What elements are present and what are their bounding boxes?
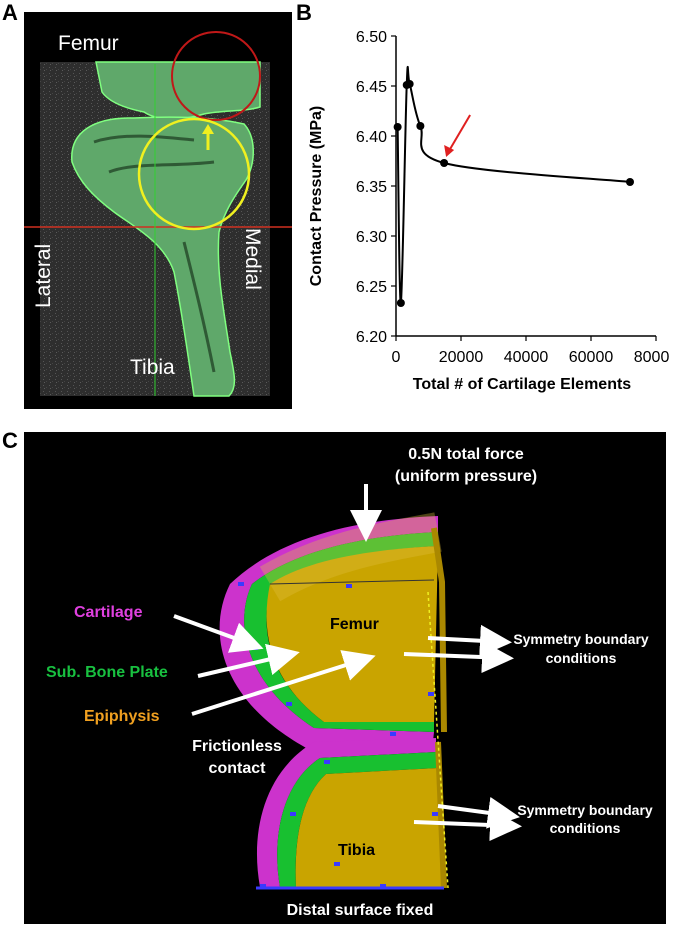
y-axis-label: Contact Pressure (MPa) — [308, 106, 325, 287]
symmetry-1-line1: Symmetry boundary — [513, 631, 649, 647]
data-point — [626, 178, 634, 186]
panel-c-fe-model: 0.5N total force (uniform pressure) Cart… — [24, 432, 666, 924]
ct-scan-drawing — [24, 31, 292, 397]
y-tick-label: 6.20 — [356, 329, 387, 346]
data-point — [416, 122, 425, 130]
y-tick-label: 6.25 — [356, 279, 387, 296]
symmetry-2-line1: Symmetry boundary — [517, 802, 653, 818]
tibia-epiphysis — [295, 768, 442, 887]
data-point — [440, 159, 449, 167]
panel-a-ct-image: Femur Tibia Lateral Medial — [24, 12, 292, 409]
y-tick-label: 6.40 — [356, 129, 387, 146]
chart-axes — [395, 36, 656, 337]
femur-label: Femur — [58, 32, 119, 55]
force-label-line2: (uniform pressure) — [394, 468, 538, 485]
y-tick-label: 6.45 — [356, 79, 387, 96]
x-tick-label: 60000 — [569, 349, 614, 366]
y-tick-label: 6.35 — [356, 179, 387, 196]
chart-ticks: 6.20 6.25 6.30 6.35 6.40 6.45 6.50 0 20000 40000 6… — [356, 29, 670, 366]
chart-series — [393, 66, 634, 307]
panel-label-c: C — [2, 428, 18, 453]
panel-label-a: A — [2, 0, 18, 25]
data-point — [396, 299, 405, 307]
panel-label-b: B — [296, 0, 312, 25]
frictionless-line2: contact — [208, 760, 266, 777]
annotation-arrow-shaft — [449, 114, 471, 150]
panel-b-chart: 6.20 6.25 6.30 6.35 6.40 6.45 6.50 0 20000 40000 6… — [308, 29, 670, 393]
tibia-cartilage-layer — [256, 738, 436, 887]
fe-model-drawing — [173, 484, 522, 890]
series-line — [396, 66, 631, 305]
symmetry-1-line2: conditions — [545, 650, 617, 666]
femur-model-label: Femur — [330, 616, 379, 633]
symmetry-2-line2: conditions — [549, 820, 621, 836]
x-tick-label: 20000 — [439, 349, 484, 366]
x-axis-label: Total # of Cartilage Elements — [413, 376, 632, 393]
x-tick-label: 0 — [392, 349, 401, 366]
force-label-line1: 0.5N total force — [408, 446, 524, 463]
y-tick-label: 6.30 — [356, 229, 387, 246]
frictionless-line1: Frictionless — [192, 738, 282, 755]
medial-label: Medial — [241, 228, 264, 290]
annotation-arrow-head — [444, 145, 455, 157]
cartilage-label: Cartilage — [74, 604, 143, 621]
epiphysis-label: Epiphysis — [84, 708, 160, 725]
x-tick-label: 80000 — [634, 349, 670, 366]
data-point — [393, 123, 402, 131]
tibia-model-label: Tibia — [338, 842, 376, 859]
x-tick-label: 40000 — [504, 349, 549, 366]
lateral-label: Lateral — [32, 243, 55, 308]
distal-surface-label: Distal surface fixed — [286, 902, 434, 919]
sub-bone-plate-label: Sub. Bone Plate — [46, 664, 168, 681]
y-tick-label: 6.50 — [356, 29, 387, 46]
data-point — [405, 80, 414, 88]
tibia-label: Tibia — [130, 356, 175, 379]
tibia-bone-plate-layer — [277, 752, 438, 887]
